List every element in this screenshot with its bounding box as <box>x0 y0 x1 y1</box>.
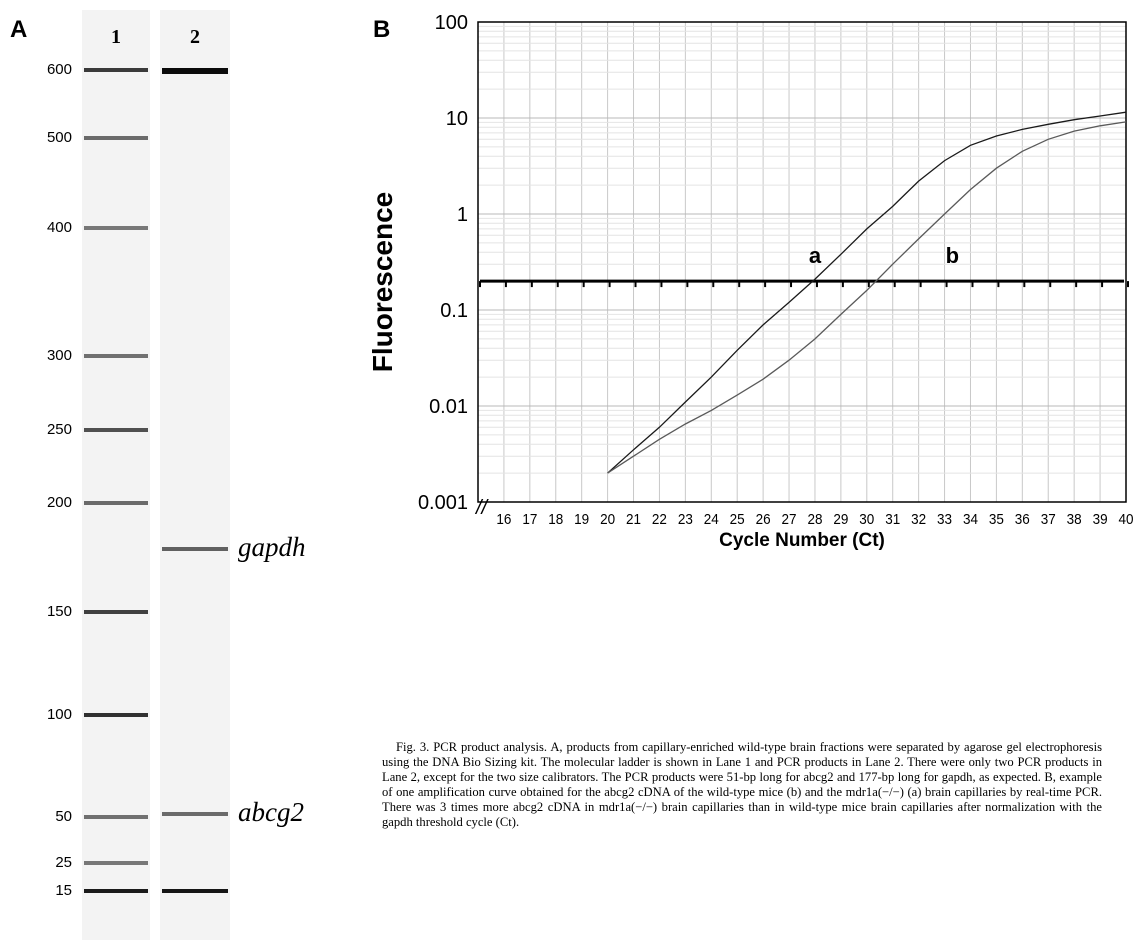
x-tick-label: 17 <box>522 511 537 528</box>
y-tick-label: 0.1 <box>440 300 468 322</box>
x-tick-label: 22 <box>652 511 667 528</box>
ladder-band <box>84 354 148 358</box>
x-tick-label: 24 <box>704 511 719 528</box>
ladder-band <box>84 815 148 819</box>
panel-a-letter: A <box>10 16 28 43</box>
lane-1-number: 1 <box>111 26 121 48</box>
gel-image: 1 2 600 500 400 300 250 200 150 100 50 25 15 gapdh… <box>0 0 306 940</box>
x-tick-label: 23 <box>678 511 693 528</box>
caption-text: Fig. 3. PCR product analysis. A, product… <box>382 740 1102 829</box>
amplification-curve-a <box>607 111 1127 474</box>
ladder-band <box>84 68 148 72</box>
lane-2-band <box>162 889 228 893</box>
ladder-band <box>84 226 148 230</box>
axis-break-mark: // <box>474 497 490 519</box>
lane-2-band <box>162 547 228 552</box>
x-tick-label: 40 <box>1118 511 1133 528</box>
x-tick-label: 28 <box>807 511 822 528</box>
ladder-band <box>84 501 148 505</box>
x-tick-label: 31 <box>885 511 900 528</box>
plot-area <box>478 22 1126 502</box>
amplification-chart: 0.001 0.01 0.1 1 10 100 16 17 18 19 20 21 22 23 24 25 26… <box>367 12 1134 551</box>
panel-b-letter: B <box>373 16 391 43</box>
x-tick-label: 34 <box>963 511 978 528</box>
x-axis-label: Cycle Number (Ct) <box>719 530 885 551</box>
ladder-size-label: 600 <box>46 61 72 78</box>
ladder-size-label: 150 <box>46 603 72 620</box>
ladder-band <box>84 713 148 717</box>
ladder-size-label: 15 <box>55 882 72 899</box>
x-tick-label: 39 <box>1093 511 1108 528</box>
ladder-size-label: 50 <box>55 808 72 825</box>
x-tick-label: 36 <box>1015 511 1030 528</box>
y-tick-label: 100 <box>435 12 468 34</box>
x-tick-label: 33 <box>937 511 952 528</box>
ladder-size-label: 400 <box>46 219 72 236</box>
ladder-band <box>84 610 148 614</box>
x-tick-label: 25 <box>730 511 745 528</box>
ladder-band <box>84 861 148 865</box>
x-tick-label: 38 <box>1067 511 1082 528</box>
ladder-size-label: 100 <box>46 706 72 723</box>
x-tick-label: 32 <box>911 511 926 528</box>
x-tick-label: 27 <box>782 511 797 528</box>
plot-frame <box>477 21 1127 503</box>
ladder-size-label: 200 <box>46 494 72 511</box>
y-axis-label: Fluorescence <box>367 192 398 373</box>
lane-2 <box>160 10 230 940</box>
curve-label-b: b <box>946 243 959 268</box>
curve-label-a: a <box>809 243 822 268</box>
band-name-abcg2: abcg2 <box>238 797 304 828</box>
x-tick-label: 20 <box>600 511 615 528</box>
figure-caption: Fig. 3. PCR product analysis. A, product… <box>382 740 1102 830</box>
band-name-gapdh: gapdh <box>238 532 306 563</box>
x-tick-label: 37 <box>1041 511 1056 528</box>
x-tick-label: 35 <box>989 511 1004 528</box>
amplification-curve-b <box>607 121 1127 474</box>
x-tick-label: 19 <box>574 511 589 528</box>
lane-2-number: 2 <box>190 26 200 48</box>
ladder-band <box>84 889 148 893</box>
y-tick-label: 0.01 <box>429 396 468 418</box>
x-tick-label: 29 <box>833 511 848 528</box>
ladder-size-label: 250 <box>46 421 72 438</box>
y-tick-label: 1 <box>457 204 468 226</box>
y-tick-label: 0.001 <box>418 492 468 514</box>
ladder-size-label: 25 <box>55 854 72 871</box>
ladder-size-label: 500 <box>46 129 72 146</box>
x-tick-label: 16 <box>496 511 511 528</box>
x-tick-label: 18 <box>548 511 563 528</box>
x-tick-label: 21 <box>626 511 641 528</box>
y-tick-label: 10 <box>446 108 468 130</box>
x-tick-label: 30 <box>859 511 874 528</box>
ladder-band <box>84 428 148 432</box>
lane-1 <box>82 10 150 940</box>
x-tick-label: 26 <box>756 511 771 528</box>
ladder-size-label: 300 <box>46 347 72 364</box>
lane-2-band <box>162 68 228 74</box>
lane-2-band <box>162 812 228 817</box>
ladder-band <box>84 136 148 140</box>
